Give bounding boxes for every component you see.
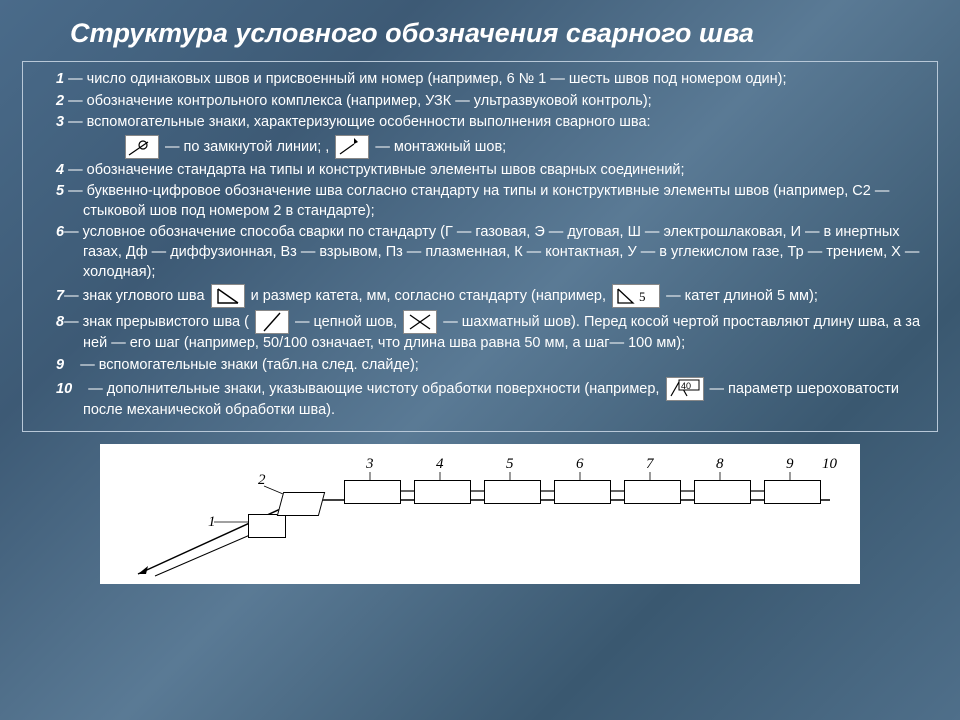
fillet-5-icon: 5 xyxy=(612,284,660,308)
item-3: 3 — вспомогательные знаки, характеризующ… xyxy=(33,113,927,133)
item-8: 8— знак прерывистого шва ( — цепной шов,… xyxy=(33,310,927,354)
item-2: 2 — обозначение контрольного комплекса (… xyxy=(33,92,927,112)
roughness-icon: 40 xyxy=(666,377,704,401)
diag-label-10: 10 xyxy=(822,456,837,473)
diag-box-5 xyxy=(484,480,541,504)
diag-label-8: 8 xyxy=(716,456,724,473)
chain-weld-icon xyxy=(255,310,289,334)
staggered-weld-icon xyxy=(403,310,437,334)
diag-label-7: 7 xyxy=(646,456,654,473)
diag-box-3 xyxy=(344,480,401,504)
diag-label-5: 5 xyxy=(506,456,514,473)
item-1: 1 — число одинаковых швов и присвоенный … xyxy=(33,70,927,90)
closed-line-icon xyxy=(125,135,159,159)
diag-box-7 xyxy=(624,480,681,504)
diag-label-3: 3 xyxy=(366,456,374,473)
diag-box-2 xyxy=(277,492,325,516)
page-title: Структура условного обозначения сварного… xyxy=(0,0,960,61)
diag-box-8 xyxy=(694,480,751,504)
structure-diagram: 1 2 3 4 5 6 7 8 9 10 xyxy=(100,444,860,584)
content-box: 1 — число одинаковых швов и присвоенный … xyxy=(22,61,938,432)
svg-text:40: 40 xyxy=(681,381,691,391)
item-3-sub: — по замкнутой линии; , — монтажный шов; xyxy=(33,135,927,159)
item-6: 6— условное обозначение способа сварки п… xyxy=(33,223,927,282)
item-9: 9 — вспомогательные знаки (табл.на след.… xyxy=(33,356,927,376)
item-10: 10 — дополнительные знаки, указывающие ч… xyxy=(33,377,927,421)
diag-box-9 xyxy=(764,480,821,504)
item-7: 7— знак углового шва и размер катета, мм… xyxy=(33,284,927,308)
svg-text:5: 5 xyxy=(639,289,646,304)
diag-label-9: 9 xyxy=(786,456,794,473)
diag-label-6: 6 xyxy=(576,456,584,473)
fillet-icon xyxy=(211,284,245,308)
item-5: 5 — буквенно-цифровое обозначение шва со… xyxy=(33,182,927,221)
diag-box-4 xyxy=(414,480,471,504)
diag-box-1 xyxy=(248,514,286,538)
diag-label-1: 1 xyxy=(208,514,216,531)
mount-weld-icon xyxy=(335,135,369,159)
diag-label-2: 2 xyxy=(258,472,266,489)
item-4: 4 — обозначение стандарта на типы и конс… xyxy=(33,161,927,181)
diag-box-6 xyxy=(554,480,611,504)
diag-label-4: 4 xyxy=(436,456,444,473)
